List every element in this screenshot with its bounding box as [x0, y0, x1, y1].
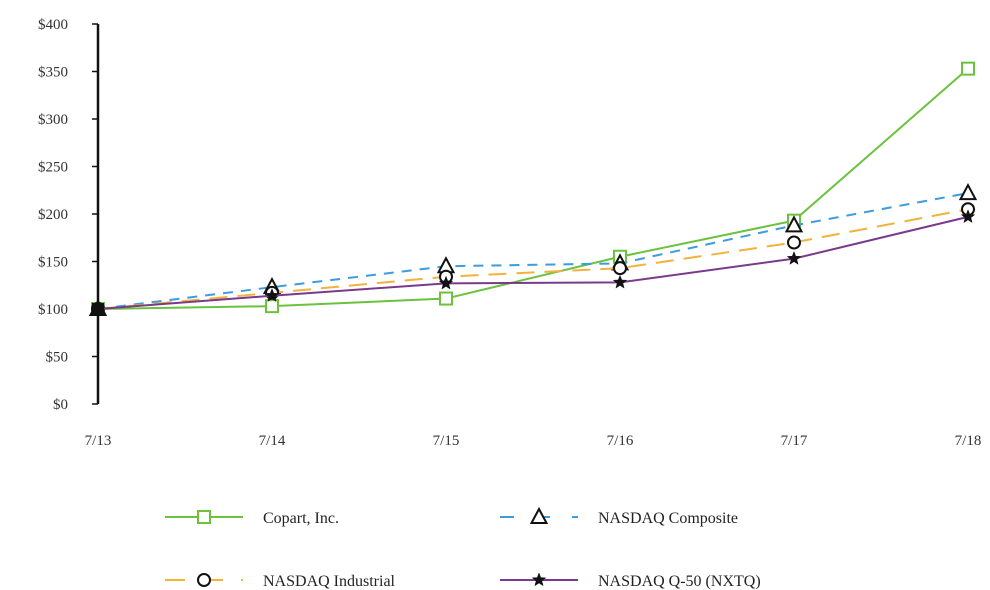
data-point-nasdaq-q-50-nxtq [612, 274, 628, 289]
data-point-copart-inc [265, 299, 279, 314]
y-tick-label: $400 [38, 17, 68, 33]
data-point-nasdaq-industrial [787, 235, 801, 250]
data-point-nasdaq-q-50-nxtq [960, 209, 976, 224]
series-line-copart-inc [97, 67, 969, 310]
data-point-nasdaq-q-50-nxtq [438, 275, 454, 290]
legend-marker [197, 510, 211, 524]
data-point-nasdaq-composite [784, 215, 804, 233]
data-point-copart-inc [439, 291, 453, 306]
series-line-nasdaq-composite [97, 192, 969, 310]
legend-item-copart-inc: Copart, Inc. [165, 510, 339, 527]
series-copart-inc [91, 61, 975, 316]
y-tick-label: $150 [38, 255, 68, 271]
data-point-nasdaq-q-50-nxtq [786, 250, 802, 265]
legend-label: NASDAQ Q-50 (NXTQ) [598, 573, 761, 590]
y-tick-label: $100 [38, 302, 68, 318]
x-axis: 7/13 7/14 7/15 7/16 7/17 7/18 [85, 433, 982, 449]
x-tick-label: 7/13 [85, 433, 112, 449]
data-point-copart-inc [961, 61, 975, 76]
series-lines [88, 61, 978, 316]
series-nasdaq-industrial [91, 202, 975, 316]
y-tick-label: $0 [53, 397, 68, 413]
legend-item-nasdaq-q-50-nxtq: NASDAQ Q-50 (NXTQ) [500, 572, 761, 590]
legend-label: NASDAQ Industrial [263, 573, 396, 590]
y-tick-label: $300 [38, 112, 68, 128]
legend: Copart, Inc. NASDAQ Composite NASDAQ Indus… [165, 506, 761, 590]
x-tick-label: 7/14 [259, 433, 286, 449]
legend-item-nasdaq-industrial: NASDAQ Industrial [165, 573, 396, 590]
data-point-nasdaq-composite [958, 182, 978, 201]
y-tick-label: $250 [38, 160, 68, 176]
x-tick-label: 7/17 [781, 433, 808, 449]
y-tick-label: $50 [46, 350, 69, 366]
series-line-nasdaq-q-50-nxtq [97, 215, 969, 310]
series-nasdaq-q-50-nxtq [90, 209, 976, 316]
data-point-nasdaq-industrial [613, 261, 627, 276]
legend-marker [531, 572, 547, 587]
y-axis: $0 $50 $100 $150 $200 $250 $300 $350 $400 [38, 17, 100, 413]
y-tick-label: $200 [38, 207, 68, 223]
legend-item-nasdaq-composite: NASDAQ Composite [500, 506, 738, 527]
x-tick-label: 7/15 [433, 433, 460, 449]
data-point-nasdaq-q-50-nxtq [264, 288, 280, 302]
start-point-marker [92, 303, 104, 315]
series-line-nasdaq-industrial [97, 208, 969, 310]
x-tick-label: 7/18 [955, 433, 982, 449]
legend-label: Copart, Inc. [263, 510, 339, 527]
x-tick-label: 7/16 [607, 433, 634, 449]
legend-marker [529, 506, 549, 524]
series-nasdaq-composite [88, 182, 978, 316]
legend-label: NASDAQ Composite [598, 510, 738, 527]
legend-marker [197, 573, 211, 587]
y-tick-label: $350 [38, 65, 68, 81]
